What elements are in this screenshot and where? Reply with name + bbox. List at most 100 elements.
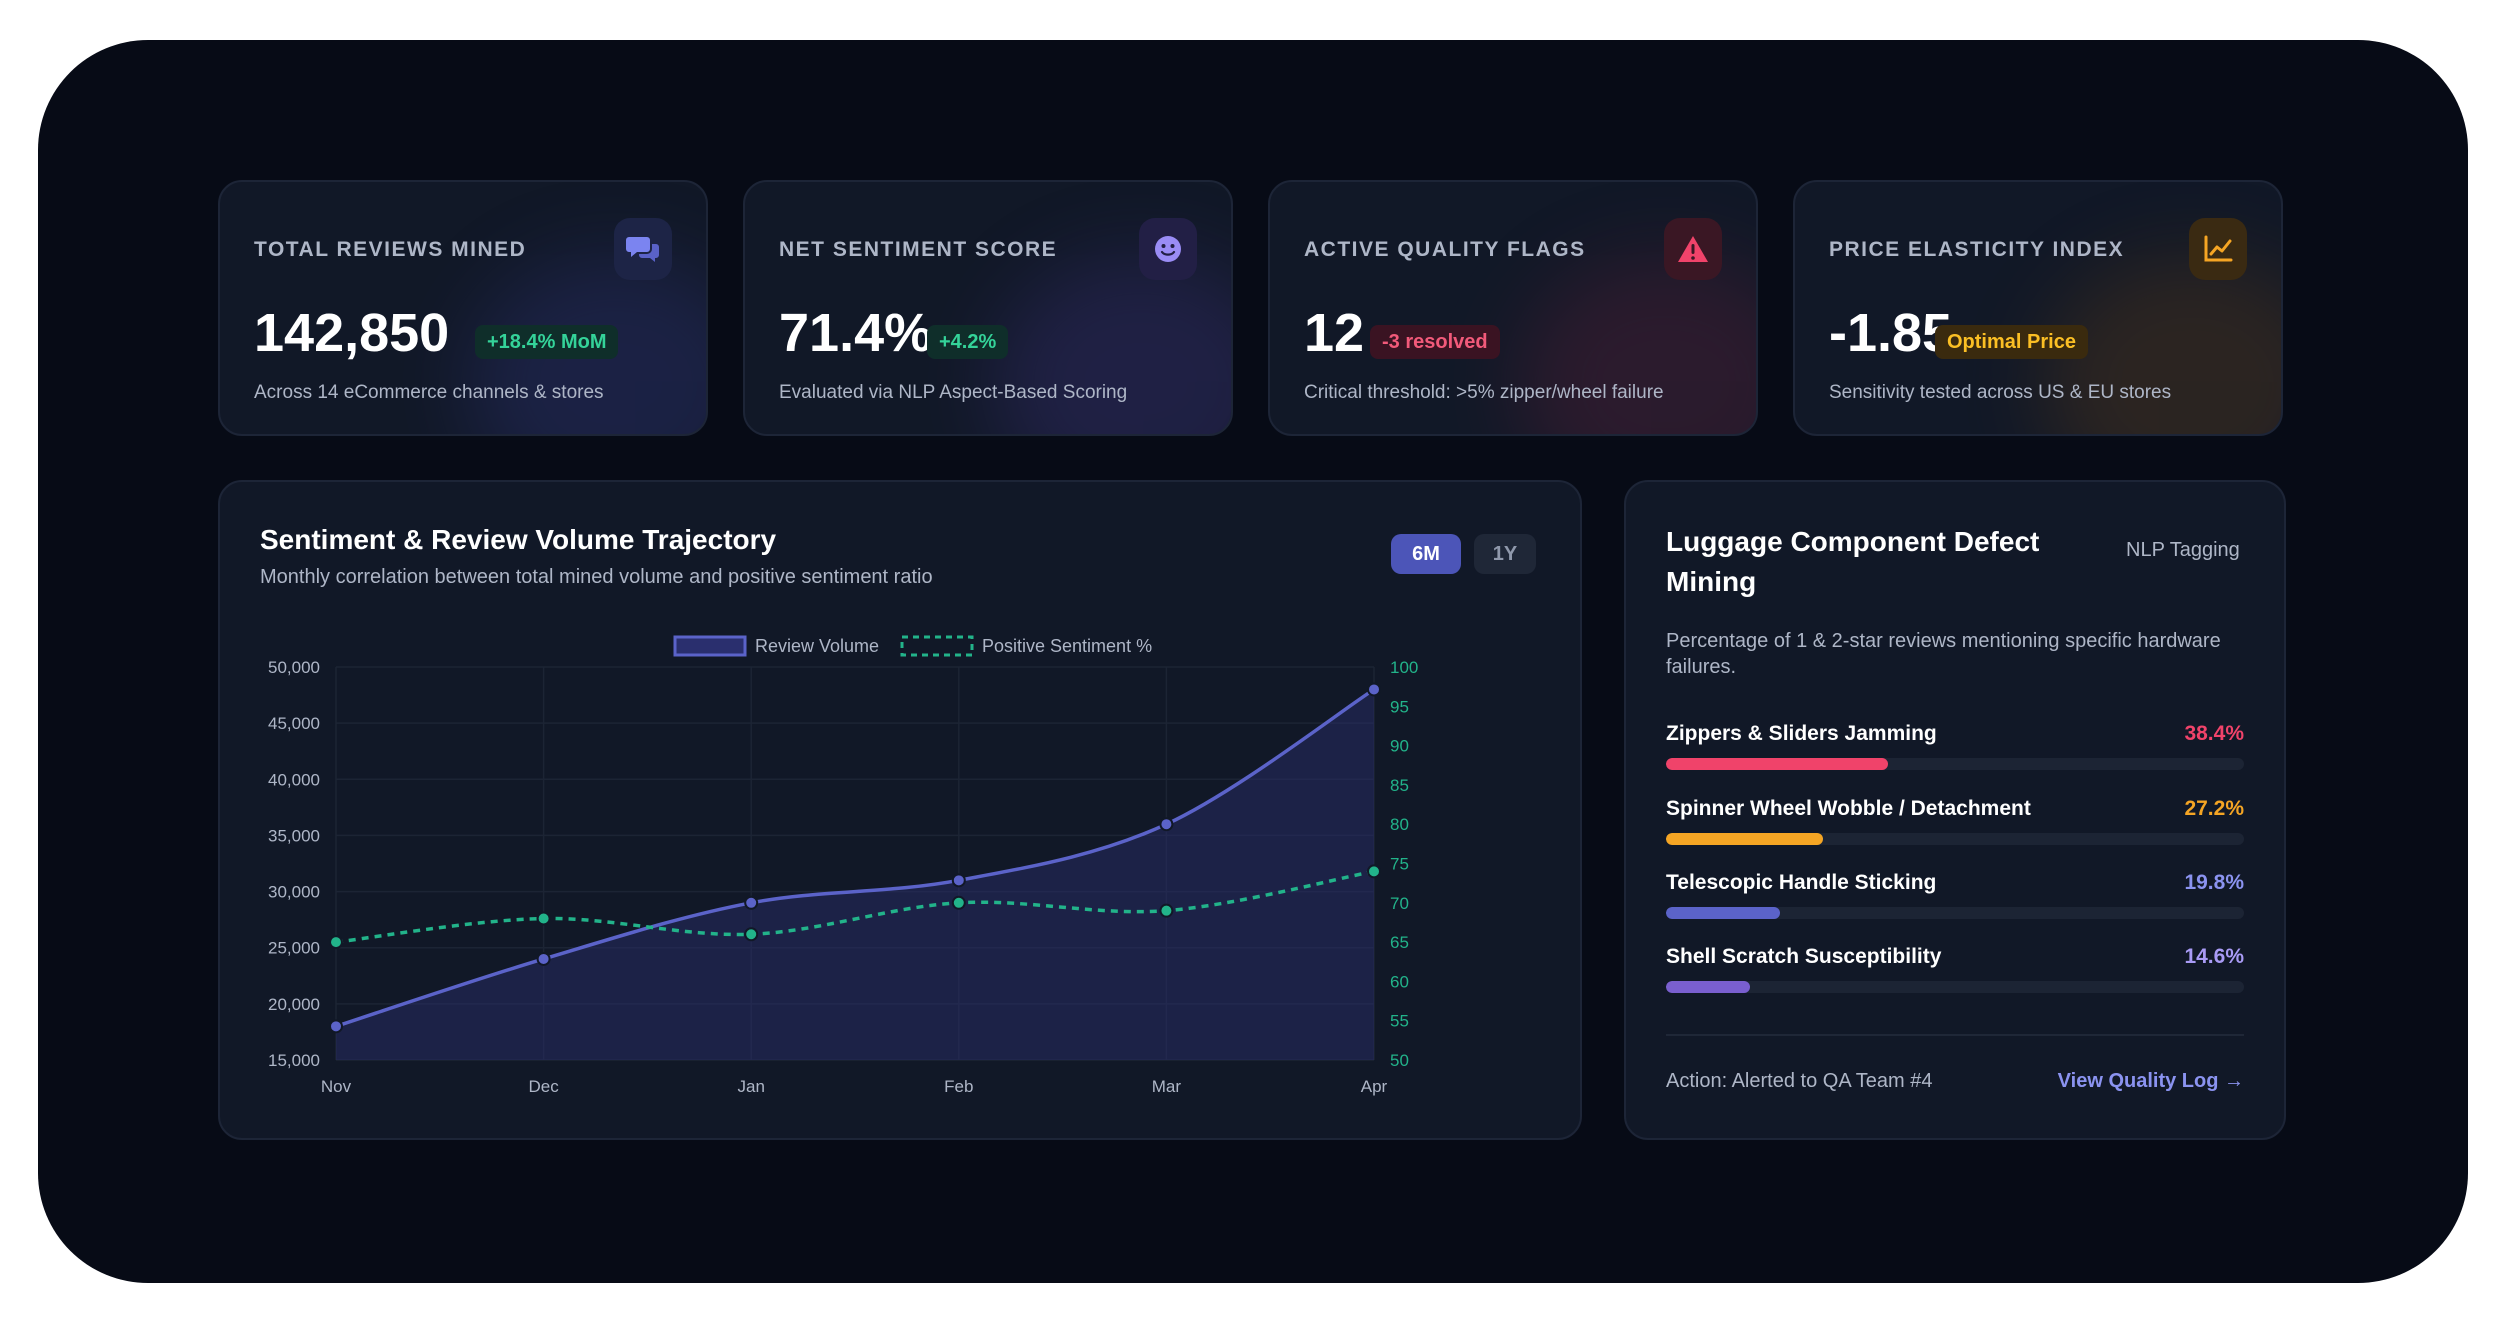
defect-mining-card: Luggage Component Defect Mining NLP Tagg… bbox=[1624, 480, 2286, 1140]
data-point bbox=[744, 895, 759, 910]
defect-bar-fill bbox=[1666, 907, 1781, 919]
kpi-change-badge: Optimal Price bbox=[1935, 325, 2088, 359]
smile-icon bbox=[1139, 218, 1197, 280]
chat-bubbles-icon bbox=[614, 218, 672, 280]
kpi-subtitle: Evaluated via NLP Aspect-Based Scoring bbox=[779, 382, 1128, 403]
warning-icon bbox=[1664, 218, 1722, 280]
defect-name: Shell Scratch Susceptibility bbox=[1666, 945, 1942, 968]
y-left-tick-label: 50,000 bbox=[268, 658, 320, 677]
y-right-tick-label: 95 bbox=[1390, 697, 1409, 716]
data-point bbox=[329, 1019, 343, 1034]
defect-bar-fill bbox=[1666, 981, 1751, 993]
defect-row: Spinner Wheel Wobble / Detachment 27.2% bbox=[1666, 797, 2244, 857]
defect-title: Luggage Component Defect Mining bbox=[1666, 526, 2040, 597]
series-area-review-volume bbox=[336, 689, 1374, 1060]
trend-chart-icon bbox=[2189, 218, 2247, 280]
x-tick-label: Jan bbox=[737, 1077, 764, 1096]
x-tick-label: Nov bbox=[321, 1077, 352, 1096]
kpi-label: TOTAL REVIEWS MINED bbox=[254, 238, 527, 261]
action-status: Action: Alerted to QA Team #4 bbox=[1666, 1070, 1933, 1092]
data-point bbox=[536, 951, 551, 966]
x-tick-label: Dec bbox=[528, 1077, 559, 1096]
card-glow bbox=[991, 254, 1231, 434]
data-point bbox=[329, 935, 343, 950]
defect-percentage: 19.8% bbox=[2184, 871, 2244, 894]
kpi-change-badge: -3 resolved bbox=[1370, 325, 1500, 359]
kpi-card-net-sentiment: NET SENTIMENT SCORE 71.4% +4.2% Evaluate… bbox=[743, 180, 1233, 436]
y-left-tick-label: 15,000 bbox=[268, 1051, 320, 1070]
defect-row: Shell Scratch Susceptibility 14.6% bbox=[1666, 945, 2244, 1005]
data-point bbox=[951, 873, 966, 888]
y-left-tick-label: 45,000 bbox=[268, 714, 320, 733]
defect-bar-track bbox=[1666, 833, 2244, 845]
card-glow bbox=[1516, 254, 1756, 434]
y-right-tick-label: 50 bbox=[1390, 1051, 1409, 1070]
range-6m-button[interactable]: 6M bbox=[1391, 534, 1461, 574]
divider bbox=[1666, 1034, 2244, 1036]
series-line-review-volume bbox=[335, 687, 1375, 1028]
data-point bbox=[1159, 903, 1174, 918]
kpi-label: NET SENTIMENT SCORE bbox=[779, 238, 1058, 261]
defect-bar-track bbox=[1666, 758, 2244, 770]
kpi-subtitle: Across 14 eCommerce channels & stores bbox=[254, 382, 604, 403]
defect-name: Zippers & Sliders Jamming bbox=[1666, 722, 1937, 745]
chart-title: Sentiment & Review Volume Trajectory bbox=[260, 524, 777, 555]
trajectory-chart-card: 15,000 20,000 25,000 30,000 35,000 40,000 45,0… bbox=[218, 480, 1582, 1140]
data-point bbox=[1367, 864, 1381, 879]
y-right-tick-label: 70 bbox=[1390, 894, 1409, 913]
y-left-tick-label: 40,000 bbox=[268, 770, 320, 789]
x-tick-label: Feb bbox=[944, 1077, 973, 1096]
data-point bbox=[744, 927, 759, 942]
kpi-change-badge: +18.4% MoM bbox=[475, 325, 619, 359]
data-point bbox=[1159, 817, 1174, 832]
defect-percentage: 38.4% bbox=[2184, 722, 2244, 745]
y-left-tick-label: 30,000 bbox=[268, 883, 320, 902]
y-right-tick-label: 75 bbox=[1390, 855, 1409, 874]
data-point bbox=[951, 895, 966, 910]
y-right-tick-label: 55 bbox=[1390, 1012, 1409, 1031]
trajectory-chart: 15,000 20,000 25,000 30,000 35,000 40,000 45,0… bbox=[268, 635, 1418, 1096]
y-right-tick-label: 100 bbox=[1390, 658, 1418, 677]
kpi-value: 12 bbox=[1304, 303, 1365, 363]
kpi-change-badge: +4.2% bbox=[927, 325, 1009, 359]
y-left-tick-label: 25,000 bbox=[268, 939, 320, 958]
defect-percentage: 14.6% bbox=[2184, 945, 2244, 968]
defect-row: Telescopic Handle Sticking 19.8% bbox=[1666, 871, 2244, 931]
kpi-value: -1.85 bbox=[1829, 303, 1953, 363]
defect-name: Telescopic Handle Sticking bbox=[1666, 871, 1937, 894]
view-quality-log-link[interactable]: View Quality Log → bbox=[2057, 1070, 2244, 1092]
kpi-label: ACTIVE QUALITY FLAGS bbox=[1304, 238, 1586, 261]
kpi-value: 71.4% bbox=[779, 303, 933, 363]
kpi-value: 142,850 bbox=[254, 303, 450, 363]
y-right-tick-label: 80 bbox=[1390, 815, 1409, 834]
x-tick-label: Apr bbox=[1361, 1077, 1388, 1096]
range-1y-button[interactable]: 1Y bbox=[1474, 534, 1536, 574]
defect-bar-track bbox=[1666, 907, 2244, 919]
legend-swatch-review-volume bbox=[673, 635, 747, 657]
defect-row: Zippers & Sliders Jamming 38.4% bbox=[1666, 722, 2244, 782]
legend-label-review-volume: Review Volume bbox=[755, 636, 879, 656]
y-left-tick-label: 20,000 bbox=[268, 995, 320, 1014]
kpi-card-total-reviews: TOTAL REVIEWS MINED 142,850 +18.4% MoM A… bbox=[218, 180, 708, 436]
y-left-tick-label: 35,000 bbox=[268, 826, 320, 845]
data-point bbox=[536, 911, 551, 926]
kpi-card-price-elasticity: PRICE ELASTICITY INDEX -1.85 Optimal Pri… bbox=[1793, 180, 2283, 436]
y-right-tick-label: 65 bbox=[1390, 933, 1409, 952]
defect-description: Percentage of 1 & 2-star reviews mention… bbox=[1666, 630, 2221, 678]
data-point bbox=[1367, 682, 1381, 697]
chart-subtitle: Monthly correlation between total mined … bbox=[260, 566, 933, 588]
legend-swatch-positive-sentiment bbox=[900, 635, 974, 657]
defect-bar-fill bbox=[1666, 758, 1888, 770]
kpi-card-quality-flags: ACTIVE QUALITY FLAGS 12 -3 resolved Crit… bbox=[1268, 180, 1758, 436]
defect-percentage: 27.2% bbox=[2184, 797, 2244, 820]
defect-name: Spinner Wheel Wobble / Detachment bbox=[1666, 797, 2031, 820]
defect-bar-fill bbox=[1666, 833, 1824, 845]
defect-bar-track bbox=[1666, 981, 2244, 993]
series-line-positive-sentiment bbox=[335, 869, 1375, 944]
kpi-label: PRICE ELASTICITY INDEX bbox=[1829, 238, 2125, 261]
legend-label-positive-sentiment: Positive Sentiment % bbox=[982, 636, 1152, 656]
y-right-tick-label: 60 bbox=[1390, 972, 1409, 991]
y-right-tick-label: 90 bbox=[1390, 737, 1409, 756]
y-right-tick-label: 85 bbox=[1390, 776, 1409, 795]
kpi-subtitle: Critical threshold: >5% zipper/wheel fai… bbox=[1304, 382, 1664, 403]
